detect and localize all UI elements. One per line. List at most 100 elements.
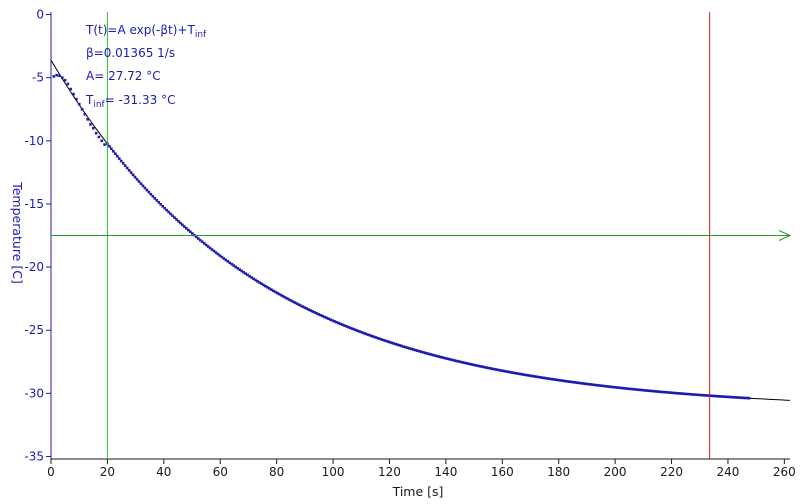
data-point (252, 277, 255, 281)
data-point (741, 396, 745, 400)
data-point (712, 394, 715, 398)
data-point (534, 375, 538, 378)
y-tick-label: -20 (24, 260, 44, 274)
data-point (384, 339, 388, 343)
data-point (572, 380, 575, 384)
y-tick-label: -10 (24, 134, 44, 148)
y-tick-label: -15 (24, 197, 44, 211)
data-point (613, 385, 617, 389)
data-point (676, 392, 680, 395)
data-point (566, 380, 569, 383)
data-point (420, 350, 423, 354)
data-point (564, 379, 567, 383)
data-point (285, 297, 289, 300)
x-tick-label: 260 (773, 465, 796, 479)
data-point (185, 227, 188, 230)
data-point (542, 376, 546, 380)
data-point (228, 261, 232, 265)
y-tick-label: -30 (24, 386, 44, 400)
data-point (568, 380, 571, 383)
data-point (726, 395, 729, 399)
data-point (737, 396, 741, 399)
data-point (747, 396, 751, 400)
data-point (119, 159, 123, 163)
data-point (147, 190, 151, 194)
y-tick-marks (46, 14, 51, 457)
data-point (307, 308, 311, 311)
data-point (364, 332, 368, 336)
data-point (208, 246, 212, 250)
data-point (202, 242, 206, 245)
fit-beta: β=0.01365 1/s (86, 46, 175, 60)
data-point (97, 135, 101, 139)
data-point (110, 147, 113, 151)
data-point (459, 360, 463, 364)
data-point (295, 302, 299, 305)
data-point (271, 289, 275, 293)
data-point (167, 210, 170, 214)
data-point (329, 318, 332, 321)
data-point (198, 238, 202, 242)
data-point (716, 394, 719, 398)
data-point (518, 372, 522, 376)
data-point (183, 225, 186, 228)
data-point (269, 288, 273, 291)
data-point (540, 376, 544, 379)
data-point (388, 340, 392, 344)
data-point (406, 346, 409, 350)
data-point (522, 373, 526, 376)
data-point (645, 389, 648, 392)
data-point (457, 360, 461, 363)
data-point (348, 326, 352, 330)
data-point (471, 363, 474, 366)
data-point (151, 194, 155, 198)
data-point (55, 73, 58, 77)
data-point (289, 299, 293, 302)
data-point (123, 164, 127, 167)
data-point (745, 396, 749, 400)
data-point (412, 348, 415, 351)
data-point (455, 359, 459, 363)
data-point (704, 394, 707, 397)
data-point (236, 267, 240, 270)
data-point (331, 319, 334, 322)
data-point (281, 295, 285, 298)
data-point (238, 268, 241, 271)
data-point (398, 344, 401, 347)
y-tick-label: -35 (24, 449, 44, 463)
x-tick-label: 40 (156, 465, 171, 479)
data-point (414, 348, 417, 352)
data-point (69, 87, 73, 91)
data-point (196, 237, 200, 240)
data-point (609, 385, 613, 389)
data-point (240, 269, 243, 273)
data-point (651, 389, 654, 393)
data-point (439, 355, 443, 359)
data-point (301, 305, 305, 308)
data-point (345, 325, 348, 328)
data-point (714, 394, 717, 398)
data-point (256, 279, 259, 283)
data-point (489, 367, 492, 370)
data-point (591, 383, 595, 387)
data-point (94, 131, 98, 135)
data-point (655, 390, 658, 393)
data-point (607, 385, 611, 388)
data-point (728, 395, 731, 399)
data-point (678, 392, 682, 395)
data-point (358, 330, 362, 334)
data-point (431, 353, 435, 357)
data-point (242, 271, 245, 274)
data-point (684, 392, 688, 396)
data-point (368, 334, 372, 337)
data-point (510, 371, 514, 374)
level-line-arrow-icon (778, 230, 792, 241)
data-point (658, 390, 662, 394)
data-point (682, 392, 686, 396)
data-point (311, 310, 315, 313)
data-point (194, 235, 198, 239)
data-point (299, 304, 303, 307)
data-point (581, 382, 585, 385)
data-point (495, 368, 498, 371)
data-point (653, 389, 656, 393)
